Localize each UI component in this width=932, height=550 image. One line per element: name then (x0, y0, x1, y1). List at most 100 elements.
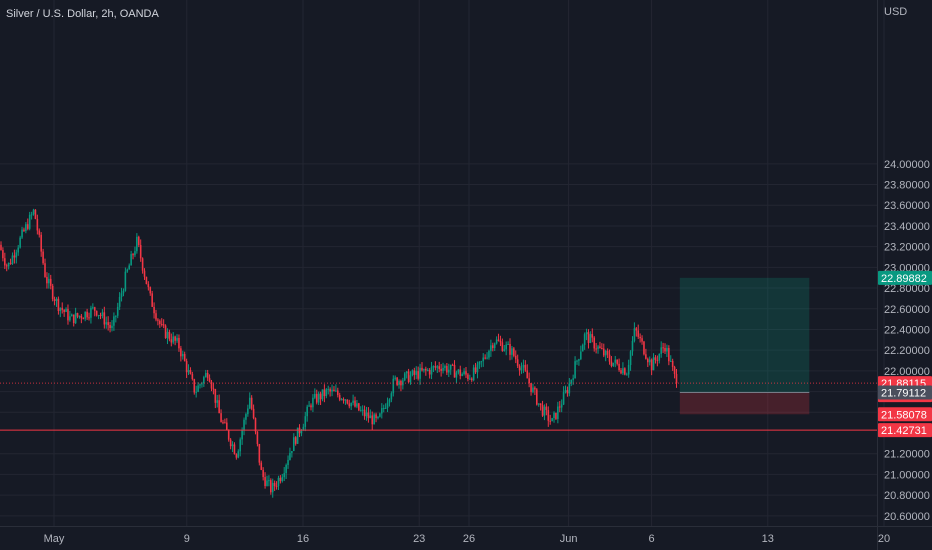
candle-body (629, 351, 632, 365)
candle-body (570, 379, 573, 384)
candle-body (407, 371, 410, 383)
candle-body (493, 343, 496, 349)
candle-body (595, 348, 597, 350)
candle-body (105, 322, 108, 325)
candle-body (159, 320, 161, 325)
candle-body (74, 313, 77, 324)
candle-body (40, 234, 42, 252)
candle-body (338, 395, 341, 400)
candle-body (476, 364, 479, 373)
candle-body (300, 430, 303, 434)
candle-body (120, 293, 123, 297)
candle-body (283, 473, 286, 478)
candle-body (82, 318, 85, 320)
candle-body (315, 393, 318, 403)
stop-zone[interactable] (679, 392, 810, 415)
candle-body (203, 377, 205, 384)
candle-body (2, 250, 4, 259)
candle-body (115, 315, 117, 317)
price-labels: 22.8988221.8811522:4721.7911221.5807821.… (878, 270, 932, 438)
candle-body (514, 355, 517, 360)
candle-body (673, 366, 676, 374)
candle-body (258, 443, 261, 463)
candle-body (107, 322, 109, 326)
candle-body (359, 410, 362, 412)
time-axis[interactable]: May 9 16 23 26 Jun 6 13 20 (0, 526, 932, 546)
candle-body (513, 348, 515, 356)
candle-body (415, 371, 418, 375)
candle-body (643, 341, 645, 355)
candle-body (358, 403, 360, 411)
candle-body (646, 358, 649, 363)
target-zone[interactable] (679, 277, 810, 393)
candle-body (247, 408, 249, 415)
candle-body (333, 389, 335, 392)
candle-body (574, 361, 576, 379)
candle-body (654, 357, 657, 360)
price-tag (878, 270, 932, 285)
candle-body (650, 359, 653, 371)
candle-body (285, 464, 287, 474)
candle-body (627, 364, 630, 375)
candle-body (534, 387, 536, 390)
candle-body (545, 406, 548, 411)
candle-body (543, 406, 546, 416)
candle-body (266, 480, 268, 486)
candle-body (578, 359, 580, 361)
candle-body (197, 385, 199, 392)
candle-body (59, 307, 62, 311)
candle-body (344, 399, 347, 401)
price-tag-value: 21.42731 (881, 425, 927, 437)
candle-body (137, 236, 140, 245)
price-tick-label: 22.40000 (884, 324, 930, 336)
candle-body (327, 389, 330, 391)
position-tool[interactable] (679, 277, 810, 415)
candle-body (601, 347, 603, 349)
candle-body (591, 334, 594, 338)
candle-body (166, 331, 169, 339)
candle-body (231, 444, 234, 447)
candle-body (585, 332, 588, 335)
candle-body (396, 377, 398, 386)
candle-body (287, 459, 289, 465)
candle-body (467, 374, 469, 380)
candle-body (375, 414, 377, 419)
candle-body (101, 312, 104, 316)
candle-body (363, 409, 366, 417)
candle-body (557, 406, 559, 419)
candle-body (252, 408, 255, 419)
candle-body (620, 370, 622, 374)
price-tag (878, 423, 932, 438)
candle-body (86, 311, 88, 318)
candle-body (241, 430, 243, 440)
candle-body (379, 413, 381, 417)
time-tick-label: 26 (463, 533, 475, 545)
candle-body (371, 415, 374, 425)
candle-body (604, 350, 607, 356)
candle-body (214, 388, 217, 403)
candle-body (174, 336, 176, 341)
candle-body (463, 371, 465, 375)
candle-body (271, 482, 274, 493)
candle-body (660, 347, 662, 354)
candle-body (417, 371, 419, 379)
candle-body (76, 313, 79, 317)
price-tick-label: 22.60000 (884, 304, 930, 316)
candle-body (168, 331, 171, 340)
candle-body (88, 317, 90, 319)
candle-body (541, 405, 544, 416)
candle-body (65, 308, 67, 312)
candle-body (239, 439, 241, 452)
candle-body (668, 348, 670, 362)
candle-body (172, 336, 175, 343)
candle-body (568, 383, 571, 394)
candle-body (446, 366, 448, 373)
candle-body (292, 437, 295, 452)
candle-body (57, 298, 60, 311)
candle-body (15, 252, 18, 258)
candle-body (633, 328, 636, 341)
candle-body (279, 477, 282, 482)
candle-body (199, 384, 201, 386)
horizontal-lines[interactable] (0, 382, 877, 431)
